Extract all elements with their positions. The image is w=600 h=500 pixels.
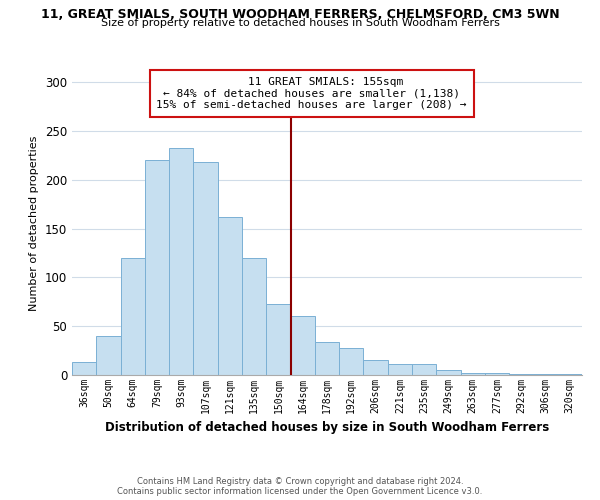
Bar bbox=[533, 374, 558, 375]
Bar bbox=[121, 258, 145, 375]
Text: Contains HM Land Registry data © Crown copyright and database right 2024.
Contai: Contains HM Land Registry data © Crown c… bbox=[118, 476, 482, 496]
Bar bbox=[266, 304, 290, 375]
Bar bbox=[558, 374, 582, 375]
Text: 11 GREAT SMIALS: 155sqm
← 84% of detached houses are smaller (1,138)
15% of semi: 11 GREAT SMIALS: 155sqm ← 84% of detache… bbox=[157, 77, 467, 110]
Bar bbox=[461, 373, 485, 375]
Bar bbox=[364, 360, 388, 375]
Bar bbox=[242, 258, 266, 375]
Text: Size of property relative to detached houses in South Woodham Ferrers: Size of property relative to detached ho… bbox=[101, 18, 499, 28]
Bar bbox=[72, 362, 96, 375]
X-axis label: Distribution of detached houses by size in South Woodham Ferrers: Distribution of detached houses by size … bbox=[105, 422, 549, 434]
Bar bbox=[339, 348, 364, 375]
Bar bbox=[145, 160, 169, 375]
Bar bbox=[509, 374, 533, 375]
Bar bbox=[96, 336, 121, 375]
Bar bbox=[169, 148, 193, 375]
Bar bbox=[193, 162, 218, 375]
Text: 11, GREAT SMIALS, SOUTH WOODHAM FERRERS, CHELMSFORD, CM3 5WN: 11, GREAT SMIALS, SOUTH WOODHAM FERRERS,… bbox=[41, 8, 559, 20]
Bar bbox=[412, 364, 436, 375]
Bar bbox=[315, 342, 339, 375]
Bar bbox=[436, 370, 461, 375]
Bar bbox=[485, 373, 509, 375]
Y-axis label: Number of detached properties: Number of detached properties bbox=[29, 136, 40, 312]
Bar bbox=[290, 316, 315, 375]
Bar bbox=[218, 217, 242, 375]
Bar bbox=[388, 364, 412, 375]
